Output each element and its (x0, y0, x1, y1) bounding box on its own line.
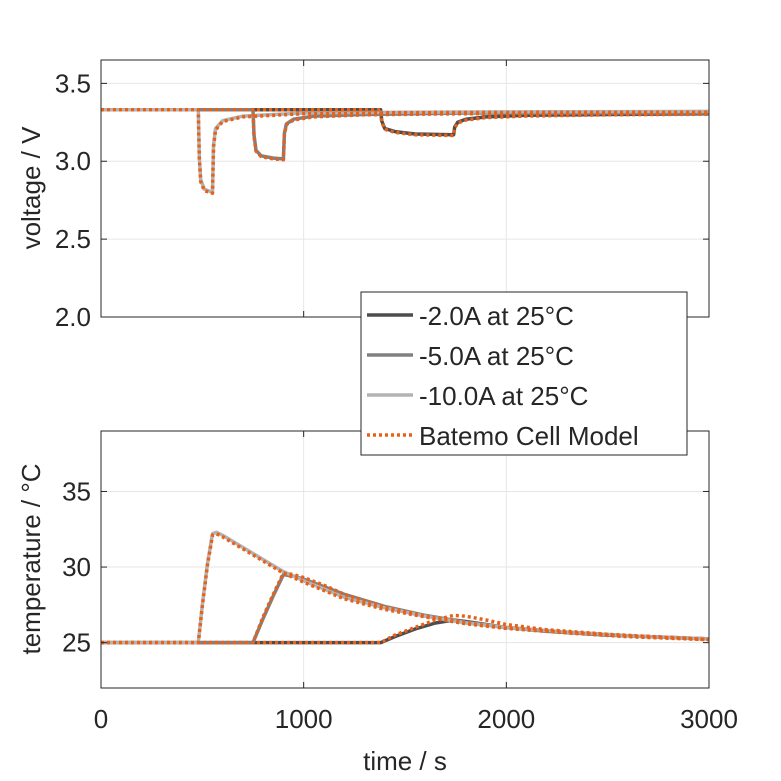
voltage-series-model (101, 108, 710, 138)
voltage-y-ticks: 2.0 2.5 3.0 3.5 (55, 60, 710, 332)
voltage-ytick-label: 2.5 (55, 224, 91, 254)
temperature-ytick-label: 30 (62, 552, 91, 582)
time-x-ticks: 0 1000 2000 3000 (94, 704, 738, 734)
legend-label-minus2A: -2.0A at 25°C (419, 301, 574, 331)
temperature-ytick-label: 35 (62, 476, 91, 506)
voltage-series-model (101, 108, 710, 162)
voltage-series (101, 108, 710, 195)
temperature-y-ticks: 25 30 35 (62, 431, 710, 688)
temperature-series-model (101, 571, 710, 645)
voltage-series-model (101, 108, 710, 195)
temperature-plot-area (101, 431, 709, 688)
voltage-panel: 2.0 2.5 3.0 3.5 voltage / V (16, 59, 710, 332)
voltage-y-label: voltage / V (16, 126, 46, 250)
temperature-panel: 25 30 35 0 1000 2000 3000 temperature / °C ti… (16, 430, 738, 776)
legend-label-model: Batemo Cell Model (419, 421, 639, 451)
legend-label-minus5A: -5.0A at 25°C (419, 341, 574, 371)
legend-label-minus10A: -10.0A at 25°C (419, 381, 588, 411)
voltage-ytick-label: 3.5 (55, 68, 91, 98)
time-xtick-label: 1000 (275, 704, 333, 734)
time-xtick-label: 2000 (477, 704, 535, 734)
temperature-y-label: temperature / °C (16, 463, 46, 654)
temperature-series-model (101, 613, 710, 645)
voltage-plot-area (101, 60, 709, 317)
time-xtick-label: 3000 (680, 704, 738, 734)
temperature-series (101, 530, 710, 645)
legend: -2.0A at 25°C -5.0A at 25°C -10.0A at 25… (360, 291, 688, 456)
voltage-ytick-label: 2.0 (55, 302, 91, 332)
voltage-ytick-label: 3.0 (55, 146, 91, 176)
time-xtick-label: 0 (94, 704, 108, 734)
time-x-label: time / s (363, 746, 447, 776)
legend-box (360, 291, 688, 456)
temperature-ytick-label: 25 (62, 628, 91, 658)
